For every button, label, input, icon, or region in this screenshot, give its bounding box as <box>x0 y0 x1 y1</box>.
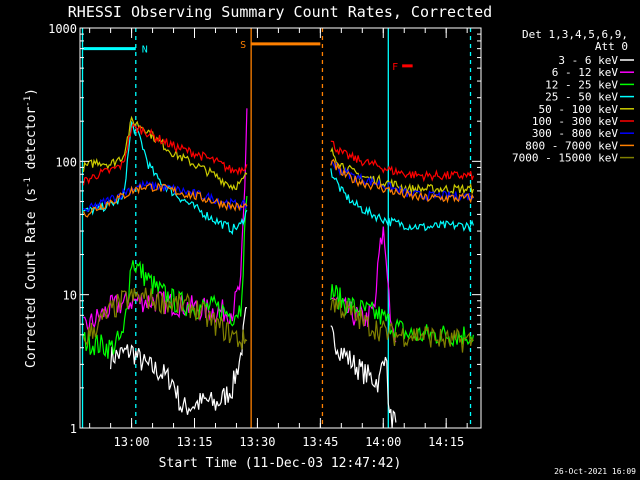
chart-title: RHESSI Observing Summary Count Rates, Co… <box>68 3 492 21</box>
series-line <box>82 122 474 186</box>
y-tick-label: 1 <box>70 422 77 436</box>
legend-entry-label: 6 - 12 keV <box>552 66 619 79</box>
series-line <box>83 161 474 213</box>
flag-bars: N S F <box>83 40 413 73</box>
x-tick-label: 13:00 <box>114 435 150 449</box>
plot-frame <box>79 27 482 429</box>
legend-entry-label: 800 - 7000 keV <box>525 139 618 152</box>
legend-entry-label: 100 - 300 keV <box>532 115 618 128</box>
flag-label: N <box>142 45 148 56</box>
axes: 1 10 100 1000 13:00 13:15 13:30 13:45 14:00 14:15 <box>48 22 482 449</box>
legend-header: Det 1,3,4,5,6,9, <box>522 28 628 41</box>
y-tick-label: 100 <box>55 155 77 169</box>
x-tick-label: 14:00 <box>365 435 401 449</box>
x-tick-label: 14:15 <box>428 435 464 449</box>
legend-entry-label: 25 - 50 keV <box>545 91 618 104</box>
x-tick-label: 13:30 <box>239 435 275 449</box>
y-tick-label: 10 <box>63 289 77 303</box>
plot-timestamp: 26-Oct-2021 16:09 <box>554 467 636 476</box>
y-tick-label: 1000 <box>48 22 77 36</box>
x-axis-label: Start Time (11-Dec-03 12:47:42) <box>159 456 402 471</box>
legend-header: Att 0 <box>595 40 628 53</box>
legend-entry-label: 300 - 800 keV <box>532 127 618 140</box>
plot-area <box>81 28 474 429</box>
y-axis-label: Corrected Count Rate (s-1 detector-1) <box>23 88 39 368</box>
series-line <box>110 307 397 429</box>
x-tick-label: 13:45 <box>302 435 338 449</box>
x-tick-label: 13:15 <box>176 435 212 449</box>
legend-entry-label: 7000 - 15000 keV <box>512 152 618 165</box>
series-line <box>83 120 474 236</box>
series-line <box>82 115 474 195</box>
flag-label: S <box>240 40 246 51</box>
series-line <box>82 287 474 353</box>
series-line <box>82 158 474 218</box>
legend-entry-label: 12 - 25 keV <box>545 78 618 91</box>
legend-entry-label: 50 - 100 keV <box>539 103 619 116</box>
flag-label: F <box>392 62 398 73</box>
legend-entry-label: 3 - 6 keV <box>558 54 618 67</box>
